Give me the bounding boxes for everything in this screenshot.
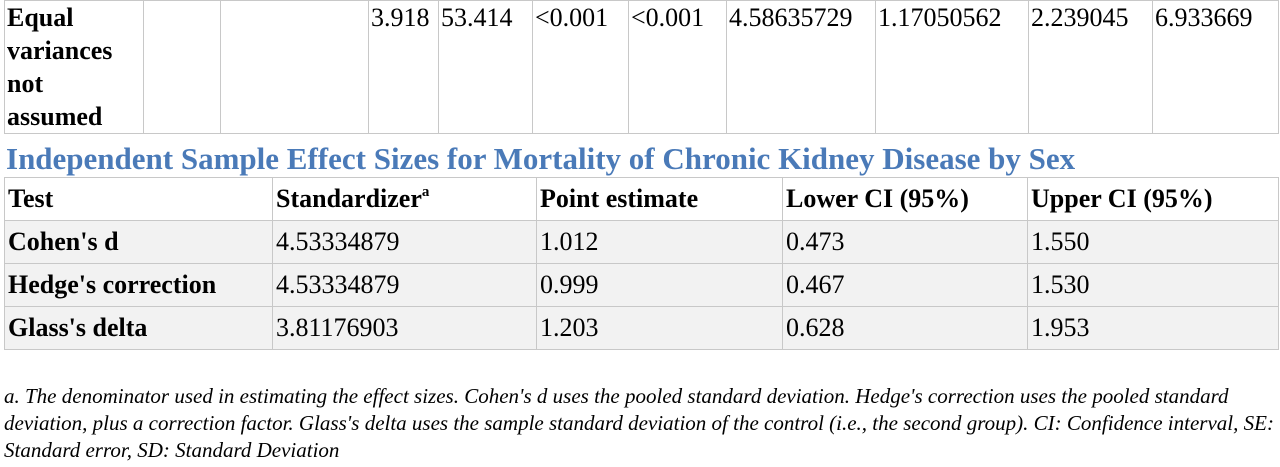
table-header-row: Test Standardizera Point estimate Lower … [4,177,1279,221]
table-cell: 4.58635729 [726,0,876,134]
upper-ci-value: 1.550 [1027,220,1279,264]
table-cell: <0.001 [628,0,727,134]
point-estimate-value: 1.012 [536,220,783,264]
table-cell [143,0,221,134]
lower-ci-value: 0.467 [782,263,1028,307]
table-row: Glass's delta 3.81176903 1.203 0.628 1.9… [4,306,1279,350]
table-cell: 6.933669 [1152,0,1279,134]
row-label: Equal variances not assumed [4,0,144,134]
table-footnote: a. The denominator used in estimating th… [4,384,1274,462]
test-name: Cohen's d [4,220,273,264]
table-row: Cohen's d 4.53334879 1.012 0.473 1.550 [4,220,1279,264]
test-name: Glass's delta [4,306,273,350]
header-lower-ci: Lower CI (95%) [782,177,1028,221]
header-upper-ci: Upper CI (95%) [1027,177,1279,221]
footnote-marker: a [421,184,430,200]
test-name: Hedge's correction [4,263,273,307]
standardizer-value: 3.81176903 [272,306,537,350]
table-cell [220,0,369,134]
header-test: Test [4,177,273,221]
lower-ci-value: 0.473 [782,220,1028,264]
standardizer-value: 4.53334879 [272,263,537,307]
section-title: Independent Sample Effect Sizes for Mort… [6,141,1076,176]
table-cell: <0.001 [532,0,629,134]
table-cell: 2.239045 [1028,0,1153,134]
point-estimate-value: 0.999 [536,263,783,307]
table-cell: 53.414 [438,0,533,134]
header-standardizer: Standardizera [272,177,537,221]
table-cell: 1.17050562 [875,0,1029,134]
table-cell: 3.918 [368,0,439,134]
header-point-estimate: Point estimate [536,177,783,221]
lower-ci-value: 0.628 [782,306,1028,350]
table-row: Hedge's correction 4.53334879 0.999 0.46… [4,263,1279,307]
standardizer-value: 4.53334879 [272,220,537,264]
table-row-equal-variances-not-assumed: Equal variances not assumed 3.918 53.414… [4,0,1279,134]
header-standardizer-label: Standardizer [276,184,422,213]
upper-ci-value: 1.530 [1027,263,1279,307]
t-test-table-continuation: Equal variances not assumed 3.918 53.414… [4,0,1279,134]
point-estimate-value: 1.203 [536,306,783,350]
effect-sizes-table: Test Standardizera Point estimate Lower … [4,177,1279,350]
upper-ci-value: 1.953 [1027,306,1279,350]
